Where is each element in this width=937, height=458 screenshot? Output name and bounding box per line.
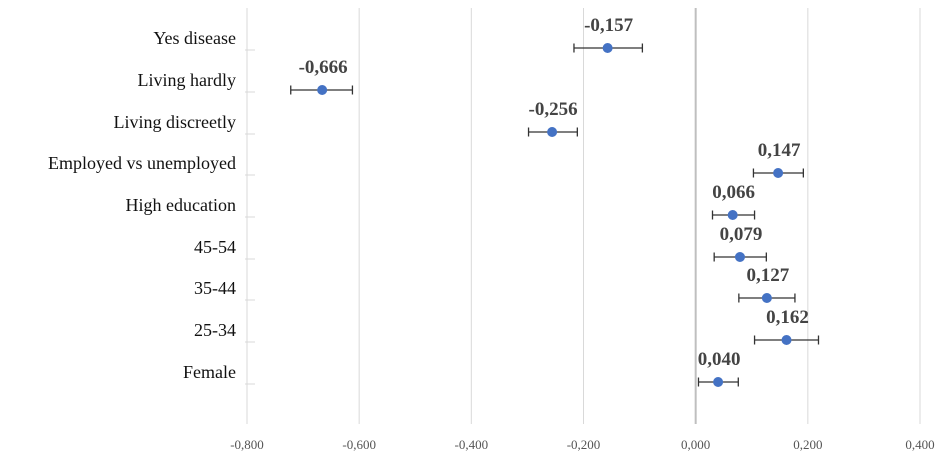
data-label: 0,162 <box>766 307 809 328</box>
category-labels: Yes disease Living hardly Living discreetl… <box>48 28 236 382</box>
data-point <box>713 377 724 387</box>
x-tick-label: 0,400 <box>905 437 934 452</box>
data-label: -0,157 <box>584 15 634 36</box>
x-tick-label: 0,000 <box>681 437 710 452</box>
data-point <box>727 210 738 220</box>
error-bars <box>290 43 820 387</box>
gridlines <box>246 8 921 424</box>
data-point <box>547 127 558 137</box>
data-points <box>317 43 792 387</box>
x-tick-label: 0,200 <box>793 437 822 452</box>
category-label: Living discreetly <box>114 112 236 132</box>
category-label: 25-34 <box>194 320 236 340</box>
x-tick-labels: -0,800 -0,600 -0,400 -0,200 0,000 0,200 0,400 <box>230 437 934 452</box>
x-tick-label: -0,200 <box>567 437 601 452</box>
category-label: High education <box>126 195 236 215</box>
category-label: Living hardly <box>138 70 236 90</box>
category-label: Employed vs unemployed <box>48 153 236 173</box>
category-label: 45-54 <box>194 237 236 257</box>
data-label: 0,127 <box>747 265 790 286</box>
data-label: -0,666 <box>299 57 348 78</box>
data-point <box>773 168 784 178</box>
category-label: Yes disease <box>153 28 236 48</box>
data-label: 0,040 <box>698 349 741 370</box>
x-tick-label: -0,600 <box>342 437 376 452</box>
data-point <box>602 43 613 53</box>
x-tick-label: -0,400 <box>455 437 489 452</box>
data-point <box>317 85 328 95</box>
data-label: 0,147 <box>758 140 801 161</box>
data-point <box>781 335 792 345</box>
data-label: 0,066 <box>712 182 755 203</box>
category-label: Female <box>183 362 236 382</box>
data-point <box>734 252 745 262</box>
data-point <box>761 293 772 303</box>
x-tick-label: -0,800 <box>230 437 264 452</box>
category-label: 35-44 <box>194 278 236 298</box>
data-label: -0,256 <box>529 99 578 120</box>
data-label: 0,079 <box>720 224 763 245</box>
y-axis-ticks <box>245 49 255 385</box>
